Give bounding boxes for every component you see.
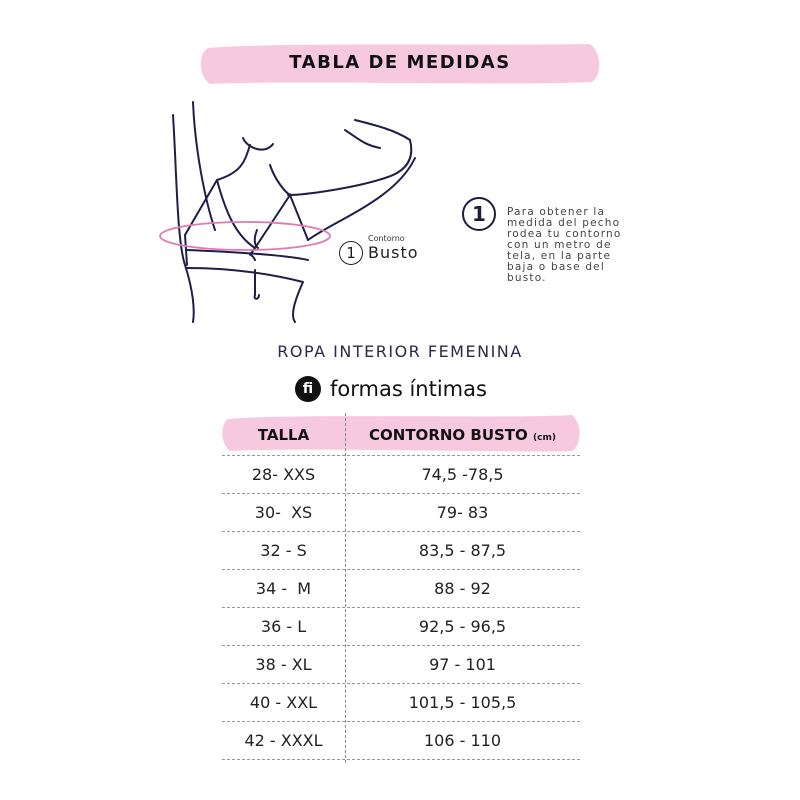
- cell-size: 40 - XXL: [249, 693, 318, 712]
- header-contorno-label: CONTORNO BUSTO: [369, 426, 528, 444]
- cell-bust: 79- 83: [436, 503, 489, 522]
- row-divider: [222, 493, 580, 494]
- busto-label: Busto: [368, 243, 419, 262]
- contorno-label: Contorno: [368, 234, 405, 243]
- brand-logo: fi formas íntimas: [295, 375, 487, 403]
- instruction-text: Para obtener la medida del pecho rodea t…: [507, 206, 622, 284]
- header-talla: TALLA: [257, 426, 310, 444]
- row-divider: [222, 759, 580, 760]
- table-header-banner: [222, 415, 580, 452]
- cell-size: 30- XS: [254, 503, 313, 522]
- row-divider: [222, 531, 580, 532]
- row-divider: [222, 607, 580, 608]
- cell-bust: 74,5 -78,5: [421, 465, 504, 484]
- cell-size: 28- XXS: [251, 465, 316, 484]
- cell-bust: 106 - 110: [423, 731, 502, 750]
- row-divider: [222, 683, 580, 684]
- header-contorno: CONTORNO BUSTO (cm): [345, 426, 580, 444]
- row-divider: [222, 645, 580, 646]
- cell-bust: 88 - 92: [434, 579, 491, 598]
- step-number-icon: 1: [462, 197, 496, 231]
- cell-size: 42 - XXXL: [244, 731, 323, 750]
- row-divider: [222, 721, 580, 722]
- brand-logo-icon: fi: [295, 376, 321, 402]
- cell-bust: 92,5 - 96,5: [418, 617, 507, 636]
- cell-size: 32 - S: [260, 541, 307, 560]
- cell-bust: 101,5 - 105,5: [408, 693, 517, 712]
- column-divider: [345, 413, 346, 763]
- title-banner: [200, 44, 600, 84]
- cell-size: 38 - XL: [255, 655, 312, 674]
- cell-size: 34 - M: [255, 579, 312, 598]
- brand-name: formas íntimas: [330, 377, 487, 401]
- cell-size: 36 - L: [260, 617, 307, 636]
- cell-bust: 83,5 - 87,5: [418, 541, 507, 560]
- cell-bust: 97 - 101: [429, 655, 496, 674]
- bra-illustration: [159, 101, 416, 323]
- contorno-number-icon: 1: [339, 241, 363, 265]
- page-title: TABLA DE MEDIDAS: [289, 52, 511, 73]
- row-divider: [222, 569, 580, 570]
- subtitle: ROPA INTERIOR FEMENINA: [277, 342, 523, 361]
- row-divider: [222, 455, 580, 456]
- header-unit: (cm): [533, 433, 556, 443]
